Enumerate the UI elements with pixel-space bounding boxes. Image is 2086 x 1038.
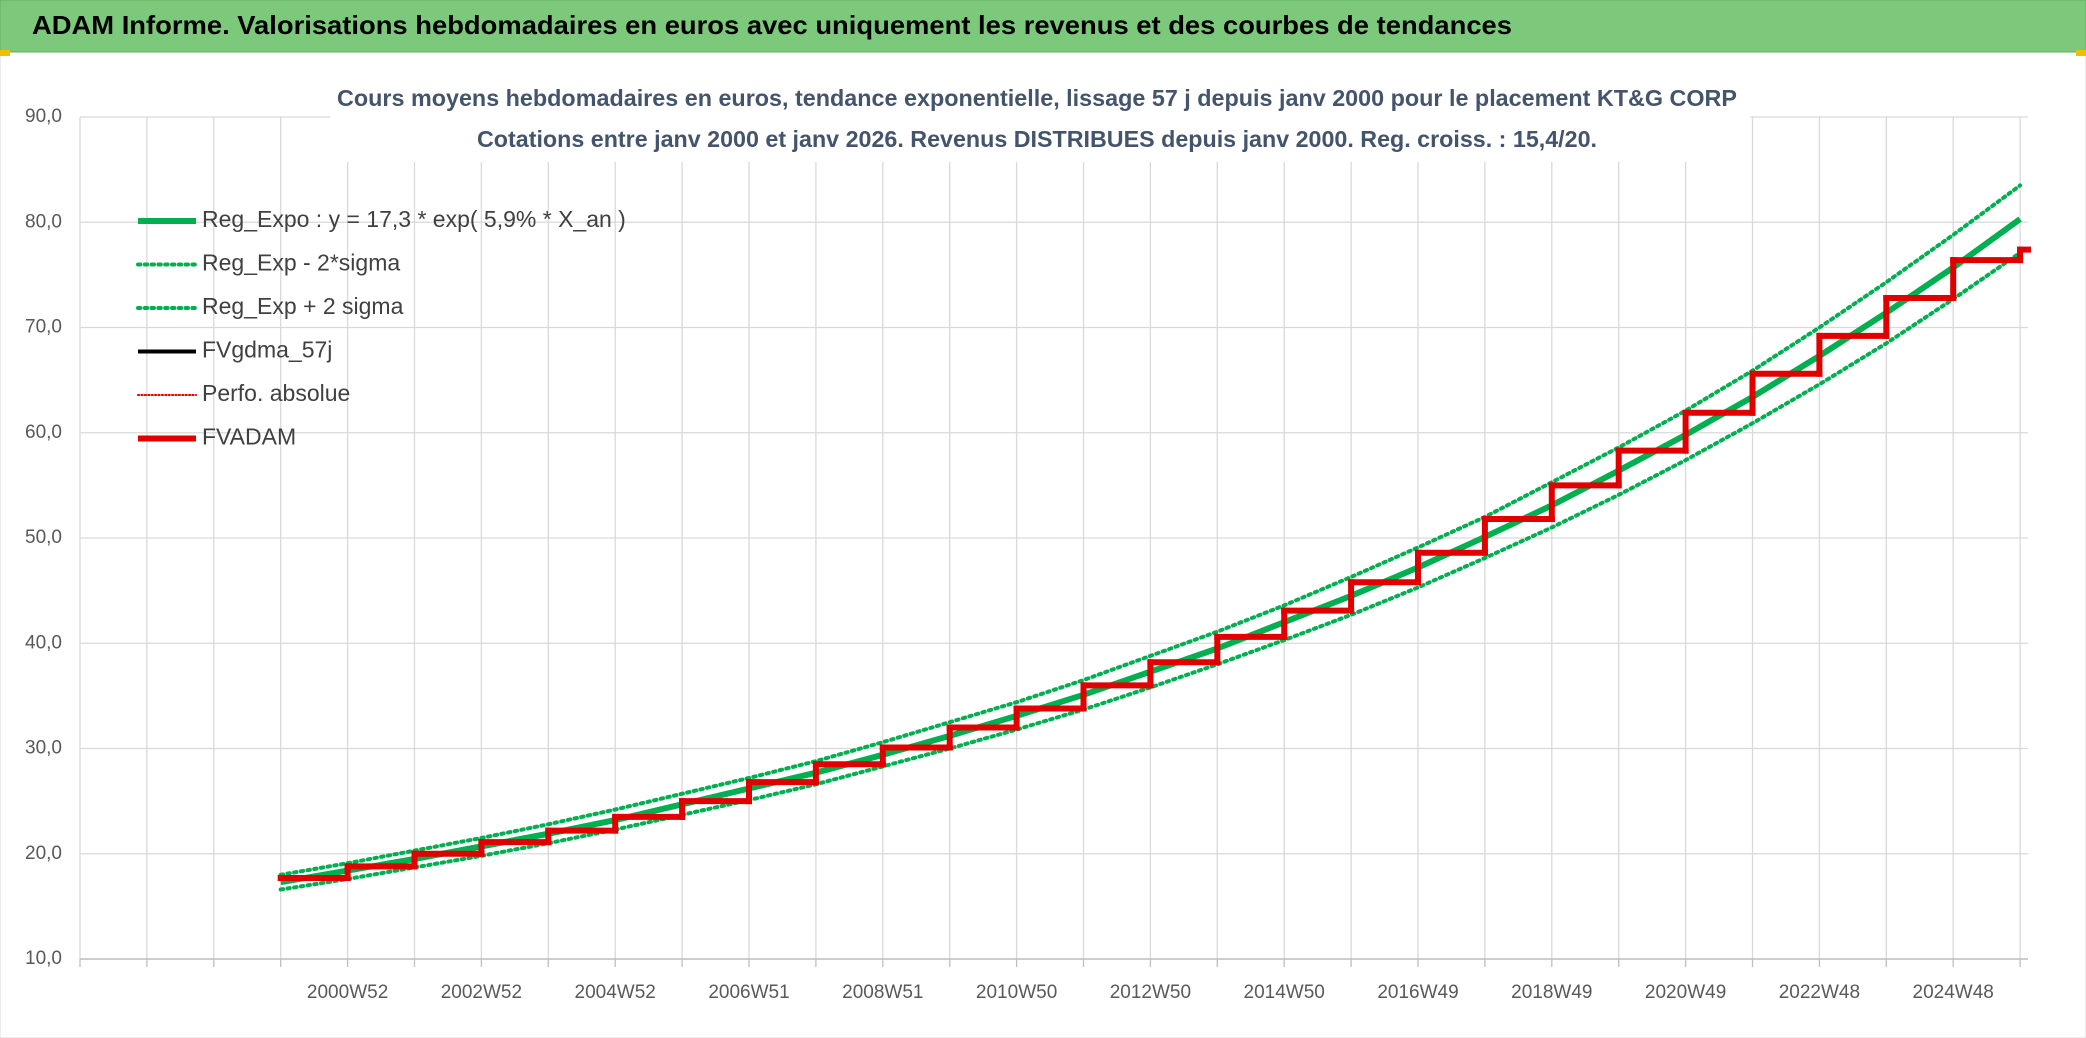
- y-tick-label: 90,0: [25, 106, 62, 127]
- series-line: [278, 183, 2023, 877]
- header-title: ADAM Informe. Valorisations hebdomadaire…: [32, 10, 1512, 40]
- x-tick-label: 2020W49: [1645, 982, 1726, 1003]
- x-tick-label: 2010W50: [976, 982, 1057, 1003]
- x-tick-label: 2014W50: [1244, 982, 1325, 1003]
- y-tick-label: 40,0: [25, 632, 62, 653]
- x-tick-label: 2006W51: [708, 982, 789, 1003]
- title-backdrop: [330, 80, 1750, 162]
- legend-label: Reg_Exp + 2 sigma: [202, 293, 404, 319]
- x-tick-label: 2018W49: [1511, 982, 1592, 1003]
- x-tick-label: 2000W52: [307, 982, 388, 1003]
- y-tick-label: 70,0: [25, 317, 62, 338]
- x-tick-label: 2004W52: [575, 982, 656, 1003]
- x-tick-label: 2002W52: [441, 982, 522, 1003]
- y-tick-label: 60,0: [25, 422, 62, 443]
- legend-label: FVgdma_57j: [202, 337, 332, 363]
- y-tick-label: 20,0: [25, 843, 62, 864]
- x-tick-label: 2008W51: [842, 982, 923, 1003]
- y-tick-label: 10,0: [25, 948, 62, 969]
- chart-subtitle: Cotations entre janv 2000 et janv 2026. …: [477, 126, 1597, 152]
- legend-label: Reg_Exp - 2*sigma: [202, 250, 400, 276]
- x-tick-label: 2024W48: [1913, 982, 1994, 1003]
- legend-label: Perfo. absolue: [202, 380, 350, 406]
- header-bar: [0, 0, 2086, 53]
- y-tick-label: 80,0: [25, 211, 62, 232]
- x-tick-label: 2022W48: [1779, 982, 1860, 1003]
- plot: [277, 183, 2031, 892]
- corner-mark: [2076, 50, 2086, 56]
- y-tick-label: 50,0: [25, 527, 62, 548]
- legend-label: FVADAM: [202, 424, 296, 450]
- legend: Reg_Expo : y = 17,3 * exp( 5,9% * X_an )…: [136, 206, 626, 450]
- x-tick-label: 2016W49: [1377, 982, 1458, 1003]
- y-tick-label: 30,0: [25, 738, 62, 759]
- chart-title: Cours moyens hebdomadaires en euros, ten…: [337, 85, 1737, 111]
- x-tick-label: 2012W50: [1110, 982, 1191, 1003]
- legend-label: Reg_Expo : y = 17,3 * exp( 5,9% * X_an ): [202, 206, 626, 232]
- corner-mark: [0, 50, 10, 56]
- grid: 10,0 20,0 30,0 40,0 50,0 60,0 70,0 80,0 90,0 2000…: [25, 106, 2028, 1003]
